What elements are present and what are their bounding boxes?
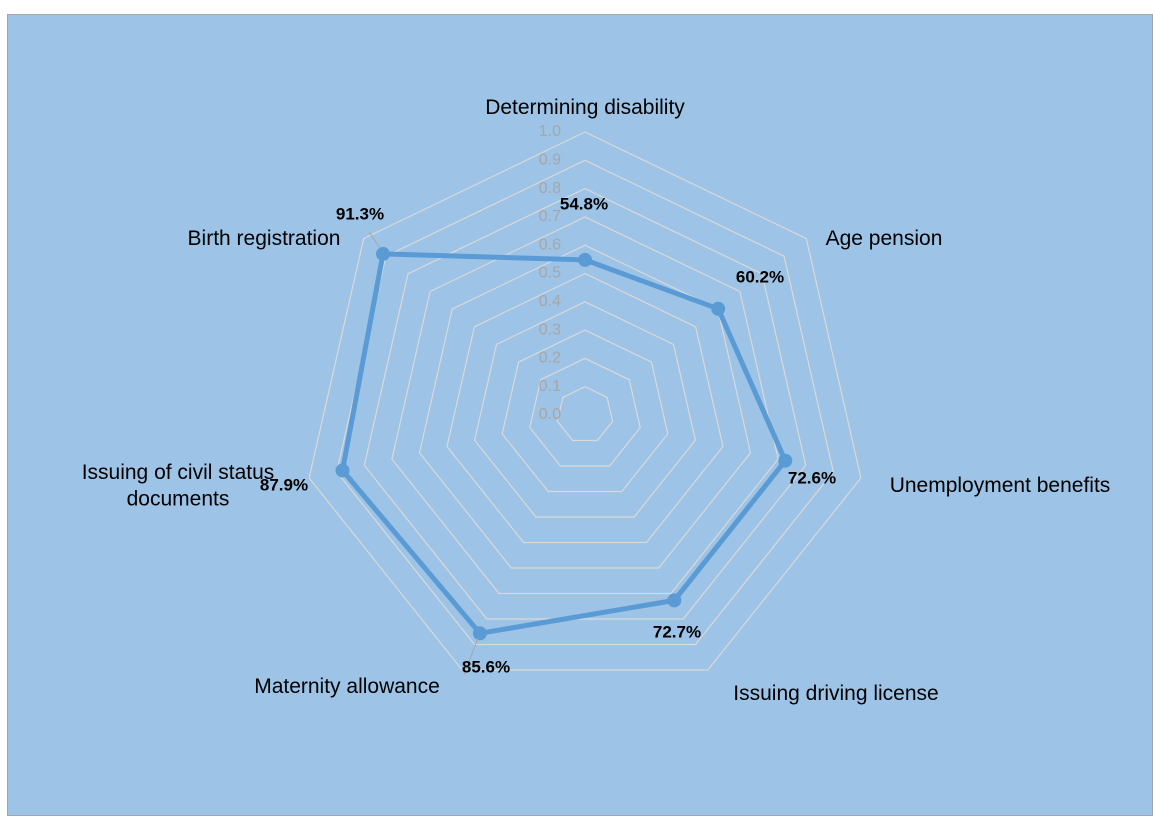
gridline-ring xyxy=(501,329,669,493)
gridline-ring xyxy=(308,131,862,671)
data-point[interactable] xyxy=(711,301,726,316)
data-value-label: 85.6% xyxy=(462,657,510,676)
label-leader-line xyxy=(463,637,479,676)
gridline-ring xyxy=(473,301,697,518)
category-label: Issuing driving license xyxy=(733,682,938,705)
category-label: Birth registration xyxy=(188,227,341,250)
data-point[interactable] xyxy=(376,246,390,261)
data-value-label: 72.7% xyxy=(653,622,701,641)
data-point[interactable] xyxy=(778,453,793,468)
data-point[interactable] xyxy=(667,593,682,608)
axis-tick-label: 0.1 xyxy=(539,378,561,395)
data-value-label: 54.8% xyxy=(560,194,608,213)
axis-tick-label: 0.8 xyxy=(539,180,561,197)
data-value-label: 87.9% xyxy=(260,475,308,494)
axis-tick-label: 0.9 xyxy=(539,152,561,169)
category-label: Age pension xyxy=(826,227,943,250)
axis-tick-label: 0.2 xyxy=(539,350,561,367)
axis-tick-label: 1.0 xyxy=(539,123,561,140)
gridline-ring xyxy=(529,357,641,467)
gridline-ring xyxy=(418,244,752,569)
category-label: Issuing of civil status documents xyxy=(82,461,275,510)
axis-tick-label: 0.0 xyxy=(539,406,561,423)
data-value-label: 60.2% xyxy=(736,267,784,286)
data-point[interactable] xyxy=(335,463,350,478)
axis-tick-label: 0.7 xyxy=(539,208,561,225)
data-value-label: 72.6% xyxy=(788,468,836,487)
data-point[interactable] xyxy=(578,252,592,267)
gridline-ring xyxy=(391,216,779,595)
category-label: Unemployment benefits xyxy=(890,474,1111,497)
category-label: Maternity allowance xyxy=(254,675,440,698)
label-leader-line xyxy=(368,231,381,249)
radar-chart: 0.0 0.1 0.2 0.3 0.4 0.5 0.6 0.7 0.8 0.9 1.0 Determi… xyxy=(82,96,1111,705)
gridline-ring xyxy=(556,386,614,442)
axis-tick-label: 0.4 xyxy=(539,293,561,310)
data-value-label: 91.3% xyxy=(336,204,384,223)
series-line xyxy=(340,251,788,636)
gridline-ring xyxy=(446,272,724,544)
gridline-ring xyxy=(363,187,807,620)
axis-tick-label: 0.3 xyxy=(539,321,561,338)
axis-tick-label: 0.5 xyxy=(539,265,561,282)
chart-area: 0.0 0.1 0.2 0.3 0.4 0.5 0.6 0.7 0.8 0.9 1.0 Determi… xyxy=(7,14,1153,816)
data-point[interactable] xyxy=(472,626,487,641)
axis-tick-label: 0.6 xyxy=(539,236,561,253)
category-label: Determining disability xyxy=(485,96,685,119)
